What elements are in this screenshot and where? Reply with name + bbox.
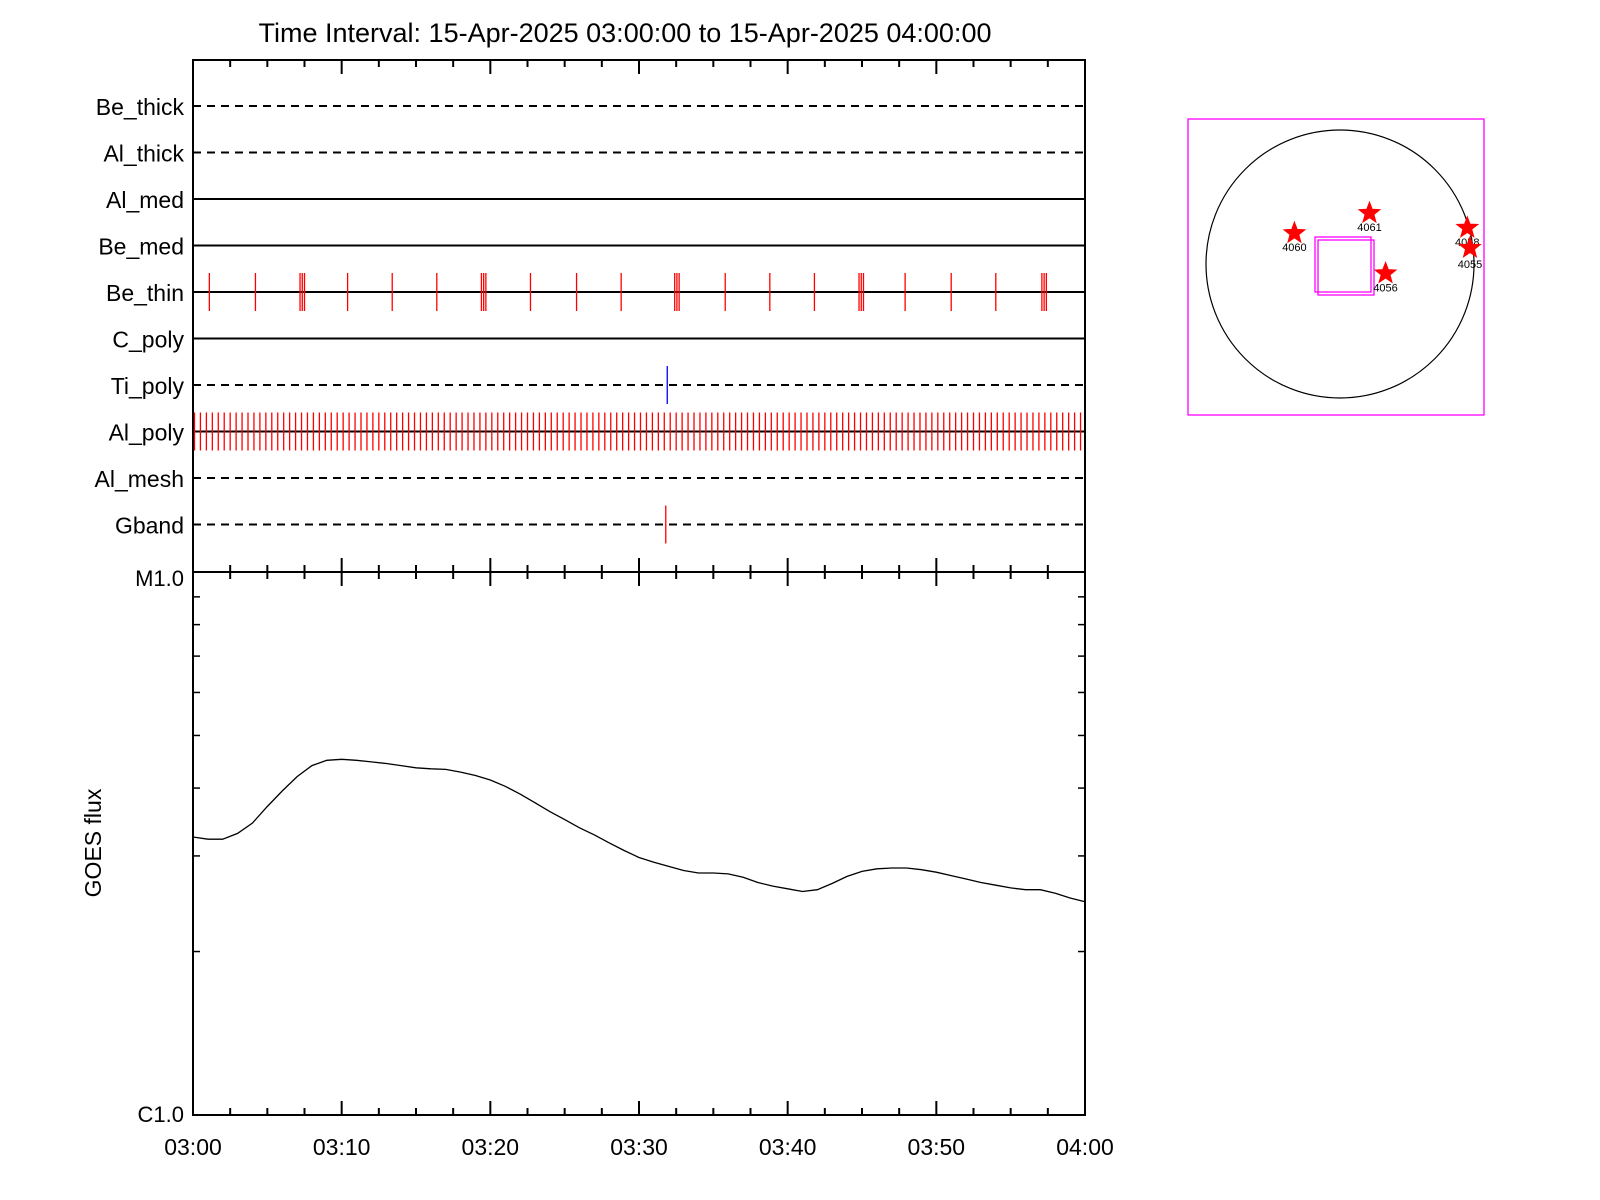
region-label: 4055 (1458, 259, 1482, 271)
row-gband: Gband (115, 505, 1085, 544)
solar-map: 40604061405840554056 (1187, 118, 1485, 416)
row-al-mesh: Al_mesh (95, 466, 1085, 492)
row-label: Be_thin (106, 280, 184, 306)
goes-frame (192, 571, 1086, 1116)
row-label: Al_poly (109, 420, 185, 446)
goes-flux-series (192, 758, 1086, 903)
star-icon (1373, 260, 1398, 284)
timeline-frame (192, 59, 1086, 573)
row-al-thick: Al_thick (103, 141, 1085, 167)
star-icon (1458, 235, 1482, 258)
active-region-4055: 4055 (1458, 235, 1482, 271)
star-icon (1282, 220, 1307, 244)
row-label: C_poly (112, 327, 184, 353)
row-c-poly: C_poly (112, 327, 1085, 353)
active-region-4061: 4061 (1357, 200, 1382, 234)
x-tick-label: 03:50 (908, 1134, 966, 1160)
goes-flux-panel: 03:00 03:10 03:20 03:30 03:40 03:50 04:00 M1.0 C… (80, 558, 1114, 1160)
fov-box (1317, 239, 1375, 296)
region-label: 4060 (1282, 242, 1306, 254)
row-ti-poly: Ti_poly (111, 366, 1085, 404)
row-be-thick: Be_thick (96, 94, 1085, 120)
row-label: Be_med (98, 234, 184, 260)
row-be-med: Be_med (98, 234, 1085, 260)
y-tick-label-bottom: C1.0 (138, 1102, 184, 1127)
star-icon (1357, 200, 1382, 224)
x-tick-label: 03:20 (462, 1134, 520, 1160)
row-be-thin: Be_thin (106, 273, 1085, 311)
y-axis-title: GOES flux (80, 788, 106, 897)
row-label: Al_med (106, 187, 184, 213)
row-label: Al_mesh (95, 466, 184, 492)
region-label: 4061 (1357, 222, 1381, 234)
row-label: Be_thick (96, 94, 185, 120)
star-icon (1455, 215, 1480, 238)
row-al-poly: Al_poly (109, 412, 1085, 451)
x-tick-label: 03:40 (759, 1134, 817, 1160)
row-label: Gband (115, 513, 184, 539)
x-tick-label: 03:00 (164, 1134, 222, 1160)
x-tick-label: 03:30 (610, 1134, 668, 1160)
x-tick-label: 03:10 (313, 1134, 371, 1160)
row-al-med: Al_med (106, 187, 1085, 213)
row-label: Al_thick (103, 141, 184, 167)
fov-box (1314, 236, 1372, 293)
active-region-4060: 4060 (1282, 220, 1307, 254)
y-tick-label-top: M1.0 (135, 566, 184, 591)
x-tick-label: 04:00 (1056, 1134, 1114, 1160)
solar-limb (1205, 129, 1475, 399)
row-label: Ti_poly (111, 373, 185, 399)
chart-title: Time Interval: 15-Apr-2025 03:00:00 to 1… (259, 18, 992, 48)
filter-timeline-panel: Be_thick Al_thick Al_med Be_med Be_thin C_pol… (95, 59, 1086, 573)
region-label: 4056 (1373, 282, 1397, 294)
map-frame (1187, 118, 1485, 416)
active-region-4056: 4056 (1373, 260, 1398, 294)
